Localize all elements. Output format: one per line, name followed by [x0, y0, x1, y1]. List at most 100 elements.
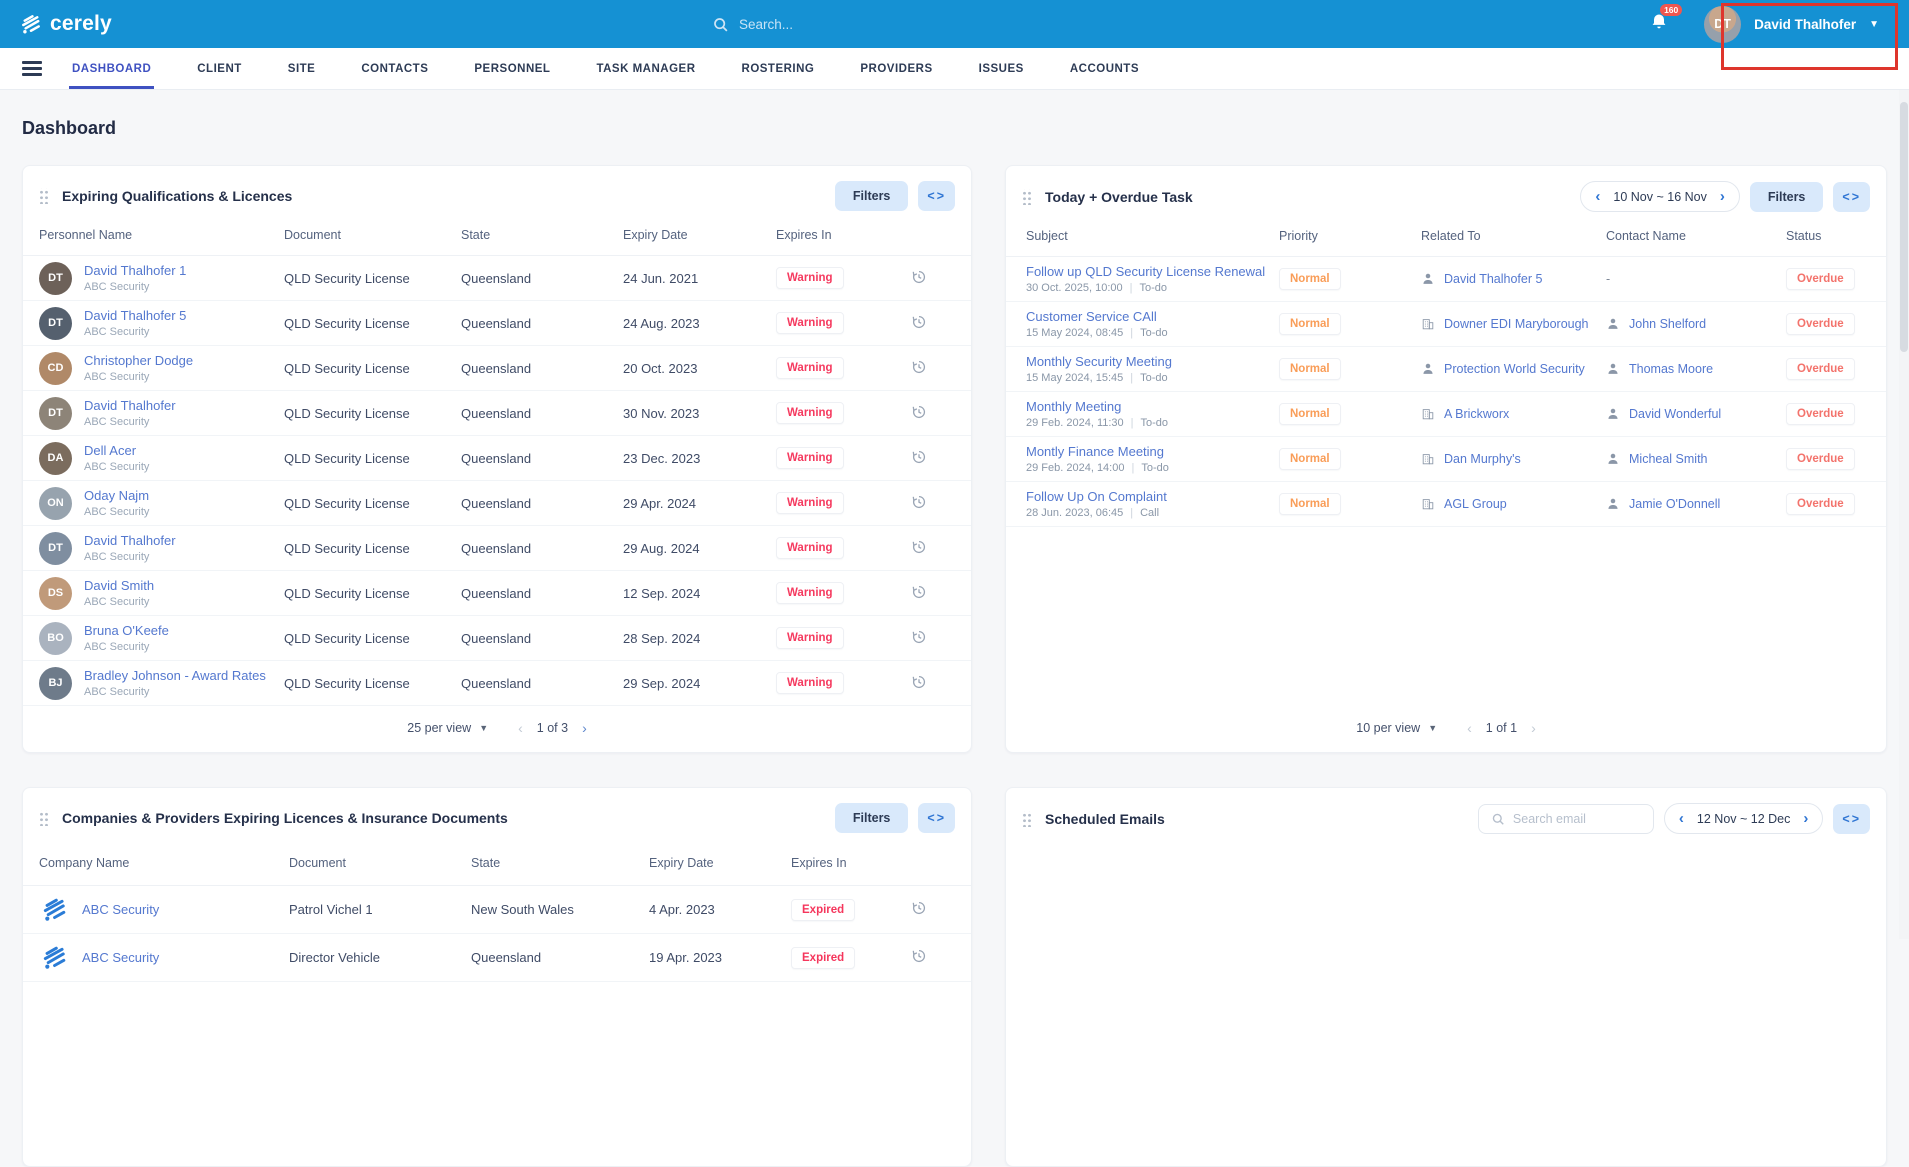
contact-name-link[interactable]: John Shelford [1629, 317, 1707, 331]
filters-button[interactable]: Filters [1749, 181, 1824, 212]
task-subject-link[interactable]: Monthly Meeting [1026, 399, 1122, 414]
tab-dashboard[interactable]: DASHBOARD [68, 48, 155, 89]
tab-accounts[interactable]: ACCOUNTS [1069, 62, 1139, 75]
drag-handle-icon[interactable] [39, 188, 49, 204]
expiry-date-cell: 29 Apr. 2024 [623, 495, 697, 511]
task-subject-link[interactable]: Follow up QLD Security License Renewal [1026, 264, 1266, 279]
date-range-picker[interactable]: ‹ 12 Nov ~ 12 Dec › [1663, 803, 1824, 834]
personnel-name-link[interactable]: David Smith [84, 578, 155, 593]
building-icon [1422, 454, 1434, 465]
priority-badge: Normal [1279, 313, 1341, 335]
drag-handle-icon[interactable] [1022, 188, 1032, 205]
expand-button[interactable]: <> [1833, 803, 1870, 834]
task-subject-link[interactable]: Customer Service CAll [1026, 309, 1157, 324]
personnel-name-link[interactable]: David Thalhofer 5 [84, 308, 187, 323]
history-icon[interactable] [911, 674, 927, 690]
pager-prev-icon[interactable]: ‹ [518, 720, 523, 736]
task-subject-link[interactable]: Montly Finance Meeting [1026, 444, 1165, 459]
user-avatar[interactable]: DT [1704, 5, 1742, 43]
search-input[interactable] [739, 16, 909, 32]
task-subject-link[interactable]: Monthly Security Meeting [1026, 354, 1172, 369]
pager-prev-icon[interactable]: ‹ [1467, 720, 1472, 736]
tab-personnel[interactable]: PERSONNEL [474, 62, 551, 75]
contact-name-link[interactable]: Jamie O'Donnell [1629, 497, 1721, 511]
chevron-left-icon[interactable]: ‹ [1678, 810, 1684, 827]
history-icon[interactable] [911, 900, 927, 916]
expand-button[interactable]: <> [918, 803, 955, 833]
per-view-dropdown[interactable]: 25 per view ▼ [407, 721, 489, 735]
per-view-dropdown[interactable]: 10 per view ▼ [1356, 721, 1438, 735]
email-search-input[interactable] [1512, 811, 1641, 826]
contact-name-link[interactable]: - [1606, 272, 1611, 286]
state-cell: Queensland [471, 950, 542, 965]
personnel-name-link[interactable]: Bruna O'Keefe [84, 623, 169, 638]
table-row: DT David Thalhofer ABC Security QLD Securi… [23, 391, 971, 436]
status-badge: Overdue [1786, 448, 1855, 470]
tab-task-manager[interactable]: TASK MANAGER [596, 62, 696, 75]
related-to-link[interactable]: Downer EDI Maryborough [1444, 317, 1589, 331]
history-icon[interactable] [911, 404, 927, 420]
contact-name-link[interactable]: David Wonderful [1629, 407, 1722, 421]
contact-name-link[interactable]: Thomas Moore [1629, 362, 1714, 376]
tab-client[interactable]: CLIENT [197, 62, 242, 75]
tab-providers[interactable]: PROVIDERS [860, 62, 933, 75]
hamburger-menu-icon[interactable] [22, 58, 42, 80]
global-search[interactable] [712, 0, 909, 48]
tab-issues[interactable]: ISSUES [978, 62, 1024, 75]
email-search[interactable] [1477, 803, 1654, 834]
personnel-name-link[interactable]: Oday Najm [84, 488, 150, 503]
history-icon[interactable] [911, 269, 927, 285]
history-icon[interactable] [911, 494, 927, 510]
user-name[interactable]: David Thalhofer [1754, 16, 1857, 32]
contact-name-link[interactable]: Micheal Smith [1629, 452, 1708, 466]
filters-button[interactable]: Filters [834, 803, 909, 833]
expand-button[interactable]: <> [918, 181, 955, 211]
history-icon[interactable] [911, 359, 927, 375]
history-icon[interactable] [911, 948, 927, 964]
chevron-down-icon[interactable]: ▼ [1869, 18, 1879, 30]
history-icon[interactable] [911, 584, 927, 600]
history-icon[interactable] [911, 449, 927, 465]
tab-rostering[interactable]: ROSTERING [741, 62, 815, 75]
avatar: DS [39, 576, 72, 610]
task-subject-link[interactable]: Follow Up On Complaint [1026, 489, 1167, 504]
company-name-link[interactable]: ABC Security [82, 902, 160, 917]
scrollbar[interactable] [1899, 90, 1909, 939]
chevron-right-icon[interactable]: › [1719, 188, 1725, 205]
date-range-picker[interactable]: ‹ 10 Nov ~ 16 Nov › [1580, 181, 1740, 212]
chevron-right-icon[interactable]: › [1803, 810, 1809, 827]
history-icon[interactable] [911, 629, 927, 645]
personnel-name-link[interactable]: Christopher Dodge [84, 353, 194, 368]
history-icon[interactable] [911, 314, 927, 330]
pager-next-icon[interactable]: › [582, 720, 587, 736]
personnel-name-link[interactable]: Dell Acer [84, 443, 137, 458]
filters-button[interactable]: Filters [834, 181, 909, 211]
personnel-name-link[interactable]: David Thalhofer [84, 533, 176, 548]
related-to-link[interactable]: Dan Murphy's [1444, 452, 1521, 466]
notifications-button[interactable]: 160 [1649, 3, 1683, 37]
avatar: DT [39, 396, 72, 430]
company-name-link[interactable]: ABC Security [82, 950, 160, 965]
personnel-name-link[interactable]: David Thalhofer 1 [84, 263, 187, 278]
scrollbar-thumb[interactable] [1900, 102, 1908, 352]
personnel-name-link[interactable]: David Thalhofer [84, 398, 176, 413]
state-cell: Queensland [461, 540, 532, 556]
state-cell: Queensland [461, 360, 532, 376]
table-row: DT David Thalhofer ABC Security QLD Securi… [23, 526, 971, 571]
drag-handle-icon[interactable] [1022, 810, 1032, 827]
table-row: ABC Security Patrol Vichel 1 New South W… [23, 886, 971, 934]
app-logo[interactable]: cerely [18, 12, 112, 37]
chevron-left-icon[interactable]: ‹ [1595, 188, 1601, 205]
drag-handle-icon[interactable] [39, 810, 49, 826]
pager-next-icon[interactable]: › [1531, 720, 1536, 736]
tab-site[interactable]: SITE [287, 62, 316, 75]
related-to-link[interactable]: A Brickworx [1444, 407, 1510, 421]
related-to-link[interactable]: David Thalhofer 5 [1444, 272, 1543, 286]
table-row: DS David Smith ABC Security QLD Security L… [23, 571, 971, 616]
personnel-name-link[interactable]: Bradley Johnson - Award Rates [84, 668, 266, 683]
related-to-link[interactable]: AGL Group [1444, 497, 1507, 511]
related-to-link[interactable]: Protection World Security [1444, 362, 1585, 376]
history-icon[interactable] [911, 539, 927, 555]
tab-contacts[interactable]: CONTACTS [361, 62, 429, 75]
expand-button[interactable]: <> [1833, 181, 1870, 212]
